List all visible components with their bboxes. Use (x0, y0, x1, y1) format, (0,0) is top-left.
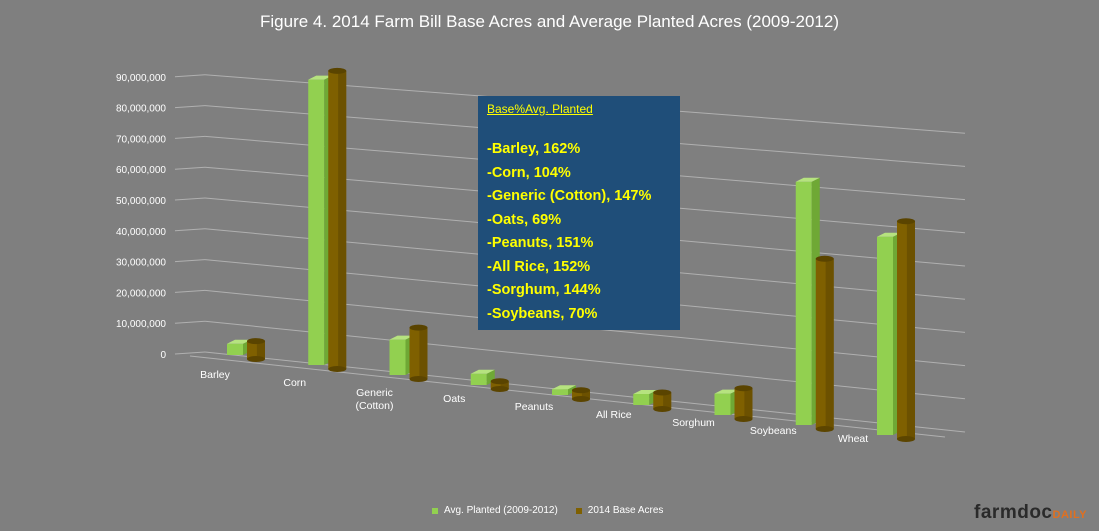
x-tick-label: All Rice (596, 409, 632, 421)
y-tick-label: 20,000,000 (116, 288, 166, 299)
x-tick-label: Peanuts (515, 401, 554, 413)
annotation-title: Base%Avg. Planted (487, 102, 593, 116)
gridline-side (174, 320, 206, 324)
x-tick-label: (Cotton) (356, 400, 394, 412)
y-tick-label: 80,000,000 (116, 104, 166, 115)
x-tick-label: Wheat (838, 433, 868, 445)
x-tick-label: Corn (283, 377, 306, 389)
gridline-side (174, 74, 206, 78)
annotation-box: Base%Avg. Planted -Barley, 162% -Corn, 1… (478, 96, 680, 330)
gridline-side (174, 289, 206, 293)
legend-swatch-brown (575, 507, 582, 514)
legend-swatch-green (432, 507, 438, 514)
y-tick-label: 60,000,000 (116, 165, 166, 176)
x-tick-label: Sorghum (672, 417, 715, 429)
annotation-item: -Sorghum, 144% (487, 282, 601, 298)
bar-base-acres (897, 218, 915, 442)
bar-base-acres (815, 255, 834, 432)
annotation-item: -Corn, 104% (487, 164, 571, 181)
farmdoc-logo: farmdocDAILY (974, 502, 1087, 524)
bar-base-acres (653, 389, 672, 412)
legend: Avg. Planted (2009-2012) 2014 Base Acres (432, 505, 681, 516)
bar-base-acres (572, 387, 590, 402)
legend-label: 2014 Base Acres (587, 505, 664, 516)
gridline-side (174, 166, 206, 170)
x-tick-label: Barley (200, 369, 231, 381)
brand-main: farmdoc (974, 502, 1053, 523)
brand-sub: DAILY (1052, 509, 1087, 521)
x-tick-label: Soybeans (750, 425, 797, 437)
gridline-side (174, 197, 206, 201)
annotation-item: -Peanuts, 151% (487, 235, 594, 251)
gridline-side (174, 135, 206, 139)
chart-title: Figure 4. 2014 Farm Bill Base Acres and … (260, 12, 839, 31)
gridline-side (174, 259, 206, 263)
y-tick-label: 10,000,000 (116, 319, 166, 330)
annotation-item: -Soybeans, 70% (487, 305, 598, 322)
y-tick-label: 0 (160, 350, 166, 361)
y-tick-label: 50,000,000 (116, 196, 166, 207)
annotation-item: -Oats, 69% (487, 211, 562, 228)
x-tick-label: Oats (443, 393, 465, 405)
gridline-side (174, 105, 206, 109)
bar-base-acres (247, 338, 265, 362)
legend-item-base-acres: 2014 Base Acres (575, 505, 664, 516)
x-axis-ticks: Barley Corn Generic(Cotton) Oats Peanuts All … (200, 369, 868, 445)
y-tick-label: 90,000,000 (116, 73, 166, 84)
gridline-side (174, 351, 206, 355)
y-tick-label: 70,000,000 (116, 134, 166, 145)
annotation-item: -Generic (Cotton), 147% (487, 188, 652, 204)
gridline-side (174, 228, 206, 232)
y-tick-label: 30,000,000 (116, 258, 166, 269)
bar-base-acres (734, 385, 753, 422)
annotation-item: -Barley, 162% (487, 141, 581, 157)
bar-base-acres (409, 324, 428, 382)
annotation-list: -Barley, 162% -Corn, 104% -Generic (Cott… (487, 138, 671, 326)
x-tick-label: Generic (356, 387, 393, 399)
legend-item-avg-planted: Avg. Planted (2009-2012) (432, 505, 558, 516)
y-axis-ticks: 0 10,000,000 20,000,000 30,000,000 40,000,00… (116, 73, 167, 361)
bar-base-acres (490, 378, 509, 392)
y-tick-label: 40,000,000 (116, 227, 166, 238)
bar-avg-planted (552, 385, 576, 395)
annotation-item: -All Rice, 152% (487, 258, 591, 275)
legend-label: Avg. Planted (2009-2012) (444, 505, 558, 516)
bar-base-acres (328, 67, 347, 372)
bars (227, 67, 915, 442)
